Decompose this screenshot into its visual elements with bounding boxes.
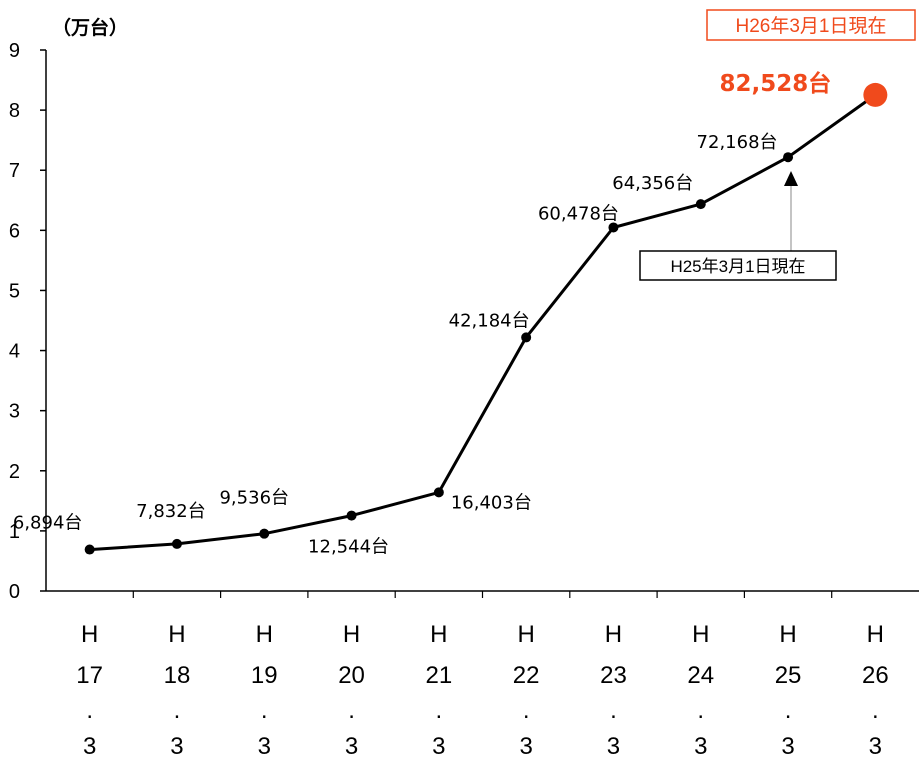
x-tick-label-line: . <box>348 697 355 724</box>
y-axis-ticks: 0 1 2 3 4 5 6 7 8 9 <box>9 40 46 603</box>
data-points <box>84 82 888 555</box>
x-tick-label-line: . <box>436 697 443 724</box>
x-tick-label-line: H <box>430 621 447 648</box>
data-point <box>171 538 182 549</box>
y-tick-label: 7 <box>9 160 20 182</box>
x-tick-label: H 20. 3 <box>338 621 365 760</box>
y-tick-label: 3 <box>9 401 20 423</box>
x-tick-label-line: . <box>174 697 181 724</box>
x-tick-label: H 22. 3 <box>513 621 540 760</box>
x-tick-label: H 26. 3 <box>862 621 889 760</box>
data-label: 60,478台 <box>538 203 619 224</box>
data-point <box>346 510 357 521</box>
prev-note-arrowhead <box>784 171 798 186</box>
current-badge-text: H26年3月1日現在 <box>736 15 887 37</box>
data-label-current: 82,528台 <box>719 70 831 97</box>
data-label: 6,894台 <box>13 513 83 534</box>
x-tick-label: H 23. 3 <box>600 621 627 760</box>
y-tick-label: 2 <box>9 461 20 483</box>
data-labels: 6,894台 7,832台 9,536台 12,544台 16,403台 42,184台 6… <box>13 70 831 558</box>
y-tick-label: 5 <box>9 280 20 302</box>
x-tick-label: H 21. 3 <box>425 621 452 760</box>
x-tick-label-line: 21 <box>425 662 452 689</box>
x-axis-ticks: H 17. 3 H 18. 3 H 19. 3 H 20. 3 H 21. 3 H 22. 3 H 23. 3 H 24. 3… <box>76 591 889 760</box>
data-point <box>783 152 794 163</box>
x-tick-label-line: . <box>610 697 617 724</box>
x-tick-label-line: 3 <box>694 733 707 760</box>
x-tick-label-line: 20 <box>338 662 365 689</box>
x-tick-label-line: 3 <box>345 733 358 760</box>
x-tick-label-line: 26 <box>862 662 889 689</box>
x-tick-label-line: 17 <box>76 662 103 689</box>
x-tick-label-line: . <box>523 697 530 724</box>
data-label: 72,168台 <box>697 132 778 153</box>
x-tick-label-line: H <box>779 621 796 648</box>
x-tick-label-line: 3 <box>258 733 271 760</box>
x-tick-label-line: 25 <box>775 662 802 689</box>
data-point <box>84 544 95 555</box>
x-tick-label-line: 3 <box>432 733 445 760</box>
x-tick-label-line: . <box>872 697 879 724</box>
data-label: 64,356台 <box>612 173 693 194</box>
x-tick-label-line: 3 <box>170 733 183 760</box>
x-tick-label-line: 3 <box>519 733 532 760</box>
x-tick-label-line: H <box>256 621 273 648</box>
x-tick-label: H 25. 3 <box>775 621 802 760</box>
data-label: 7,832台 <box>136 501 206 522</box>
data-label: 12,544台 <box>308 537 389 558</box>
x-tick-label: H 19. 3 <box>251 621 278 760</box>
x-tick-label-line: . <box>697 697 704 724</box>
y-tick-label: 0 <box>9 581 20 603</box>
x-tick-label-line: 23 <box>600 662 627 689</box>
series-line <box>89 93 877 552</box>
x-tick-label: H 18. 3 <box>164 621 191 760</box>
y-tick-label: 8 <box>9 100 20 122</box>
prev-note: H25年3月1日現在 <box>639 171 837 281</box>
x-tick-label-line: . <box>261 697 268 724</box>
x-tick-label-line: . <box>86 697 93 724</box>
data-point <box>695 199 706 210</box>
y-tick-label: 1 <box>9 521 20 543</box>
x-tick-label-line: H <box>168 621 185 648</box>
y-unit-label: （万台） <box>52 16 128 39</box>
data-label: 42,184台 <box>449 310 530 331</box>
x-tick-label-line: 3 <box>83 733 96 760</box>
x-tick-label-line: 3 <box>869 733 882 760</box>
data-label: 16,403台 <box>451 492 532 513</box>
x-tick-label-line: . <box>785 697 792 724</box>
x-tick-label-line: 22 <box>513 662 540 689</box>
x-tick-label-line: H <box>605 621 622 648</box>
x-tick-label-line: 18 <box>164 662 191 689</box>
data-point <box>521 332 532 343</box>
x-tick-label-line: H <box>81 621 98 648</box>
y-tick-label: 4 <box>9 341 20 363</box>
x-tick-label-line: 3 <box>781 733 794 760</box>
y-tick-label: 6 <box>9 220 20 242</box>
current-badge-box <box>706 9 916 41</box>
x-tick-label-line: H <box>343 621 360 648</box>
data-point <box>608 222 619 233</box>
x-tick-label-line: H <box>867 621 884 648</box>
x-tick-label-line: 24 <box>687 662 714 689</box>
y-tick-label: 9 <box>9 40 20 62</box>
data-point <box>259 528 270 539</box>
data-point-current <box>863 82 888 107</box>
prev-note-box <box>639 250 837 281</box>
data-point <box>433 487 444 498</box>
x-tick-label: H 17. 3 <box>76 621 103 760</box>
x-tick-label-line: H <box>692 621 709 648</box>
prev-note-text: H25年3月1日現在 <box>670 257 805 276</box>
data-label: 9,536台 <box>219 488 289 509</box>
x-tick-label-line: H <box>517 621 534 648</box>
current-badge: H26年3月1日現在 <box>706 9 916 41</box>
x-tick-label-line: 3 <box>607 733 620 760</box>
x-tick-label: H 24. 3 <box>687 621 714 760</box>
x-tick-label-line: 19 <box>251 662 278 689</box>
